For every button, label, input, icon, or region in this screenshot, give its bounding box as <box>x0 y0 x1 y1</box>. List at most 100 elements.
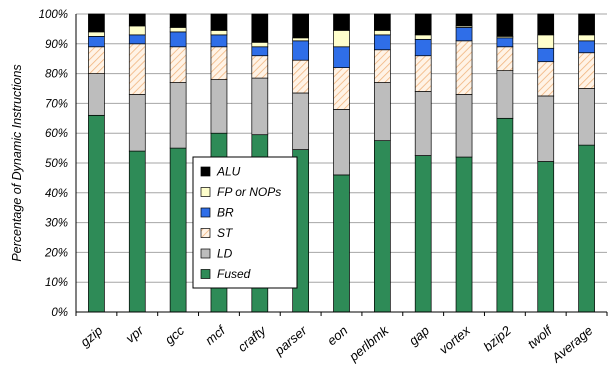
bar-segment-br <box>88 35 105 48</box>
bar-segment-st <box>578 52 595 89</box>
bar-segment-st <box>537 61 555 97</box>
bar-segment-fused <box>333 174 350 313</box>
bar-segment-ld <box>414 91 432 156</box>
x-tick-label: perlbmk <box>345 322 392 365</box>
x-tick-label: bzip2 <box>480 322 514 354</box>
bar-segment-ld <box>210 79 228 134</box>
bar-segment-fused <box>373 140 391 313</box>
legend-label-br: BR <box>217 206 234 220</box>
bar-segment-br <box>455 27 473 42</box>
bar-segment-fused <box>128 150 146 313</box>
bar-segment-fp-or-nops <box>251 41 269 48</box>
bar-group-vpr <box>128 13 146 313</box>
bar-group-bzip2 <box>496 13 514 313</box>
bar-segment-br <box>169 31 187 48</box>
axes <box>75 14 608 316</box>
bar-segment-ld <box>169 82 187 149</box>
bar-segment-st <box>333 67 350 110</box>
bar-segment-fp-or-nops <box>373 30 391 36</box>
bar-segment-ld <box>251 77 269 136</box>
legend-label-ld: LD <box>217 247 233 261</box>
bar-segment-ld <box>537 95 555 162</box>
bar-segment-fused <box>578 144 595 313</box>
y-axis-title: Percentage of Dynamic Instructions <box>10 64 24 261</box>
y-tick-label: 70% <box>45 98 68 110</box>
legend-label-fused: Fused <box>217 267 251 281</box>
bar-segment-fused <box>88 114 105 313</box>
y-tick-label: 0% <box>51 307 68 319</box>
bar-segment-st <box>292 59 310 94</box>
bar-group-average <box>578 13 595 313</box>
bar-group-twolf <box>537 13 555 313</box>
bar-segment-st <box>414 55 432 92</box>
bar-segment-br <box>210 34 228 48</box>
bar-segment-alu <box>414 13 432 36</box>
bar-segment-br <box>414 38 432 57</box>
bar-segment-alu <box>496 13 514 37</box>
bar-segment-st <box>496 46 514 71</box>
bar-segment-ld <box>128 94 146 152</box>
legend-swatch-br <box>200 207 211 218</box>
legend-label-alu: ALU <box>216 165 241 179</box>
y-tick-label: 50% <box>45 158 68 170</box>
legend-swatch-fp-or-nops <box>200 187 211 197</box>
legend-label-fp-or-nops: FP or NOPs <box>217 185 281 199</box>
bar-segment-st <box>455 40 473 95</box>
bar-segment-alu <box>251 13 269 43</box>
bar-group-vortex <box>455 13 473 313</box>
bar-segment-ld <box>496 70 514 119</box>
bar-segment-fp-or-nops <box>292 37 310 42</box>
x-tick-label: Average <box>548 323 595 366</box>
bar-segment-ld <box>88 73 105 116</box>
y-tick-label: 60% <box>45 128 68 140</box>
bar-segment-st <box>373 49 391 83</box>
bar-segment-st <box>251 55 269 79</box>
bar-segment-fused <box>537 161 555 313</box>
bar-segment-ld <box>578 88 595 146</box>
legend: ALU FP or NOPs BR ST LD Fused <box>192 156 298 289</box>
bar-segment-fp-or-nops <box>578 34 595 42</box>
bar-segment-fp-or-nops <box>210 30 228 36</box>
bar-segment-st <box>88 46 105 74</box>
bar-segment-ld <box>373 82 391 142</box>
bar-segment-alu <box>210 13 228 31</box>
bar-segment-br <box>333 46 350 68</box>
bar-segment-alu <box>169 13 187 28</box>
bar-segment-alu <box>373 13 391 31</box>
bar-segment-fused <box>169 147 187 313</box>
bar-segment-br <box>496 37 514 48</box>
bar-segment-br <box>292 40 310 61</box>
bar-segment-ld <box>455 94 473 158</box>
x-tick-label: twolf <box>525 322 556 352</box>
bar-group-perlbmk <box>373 13 391 313</box>
bar-segment-fused <box>496 117 514 313</box>
y-tick-label: 40% <box>45 188 68 200</box>
bar-segment-fused <box>455 156 473 313</box>
bar-segment-alu <box>88 13 105 33</box>
bar-segment-alu <box>455 13 473 27</box>
bar-group-gap <box>414 13 432 313</box>
y-tick-label: 10% <box>45 277 68 289</box>
y-tick-label: 100% <box>39 9 68 21</box>
bar-segment-br <box>128 34 146 45</box>
bar-segment-alu <box>292 13 310 39</box>
bar-segment-ld <box>292 92 310 150</box>
y-tick-label: 80% <box>45 69 68 81</box>
y-tick-label: 90% <box>45 39 68 51</box>
bar-segment-st <box>169 46 187 83</box>
x-tick-label: parser <box>271 322 310 358</box>
x-tick-label: eon <box>324 323 350 348</box>
legend-swatch-fused <box>200 269 211 279</box>
bar-segment-fp-or-nops <box>169 27 187 33</box>
bar-segment-alu <box>537 13 555 36</box>
bar-segment-fp-or-nops <box>88 31 105 37</box>
bar-segment-br <box>537 47 555 63</box>
x-tick-label: vortex <box>436 322 473 357</box>
legend-box <box>192 156 298 289</box>
bar-segment-fp-or-nops <box>128 25 146 36</box>
bar-group-gzip <box>88 13 105 313</box>
bar-segment-ld <box>333 109 350 176</box>
bar-segment-br <box>578 40 595 54</box>
bar-group-gcc <box>169 13 187 313</box>
